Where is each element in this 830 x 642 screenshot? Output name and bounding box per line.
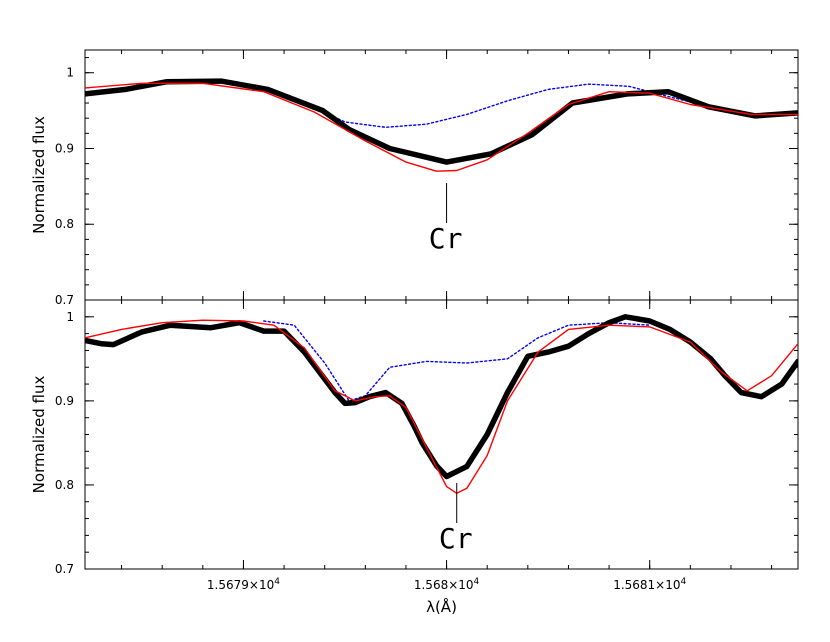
series-line-model-red: [85, 82, 798, 172]
panel-top: 1 0.9 0.8 0.7 Normalized flux Cr: [30, 49, 799, 307]
y-axis-label: Normalized flux: [30, 376, 48, 494]
y-tick-label: 0.9: [55, 394, 74, 408]
annotation-label: Cr: [439, 522, 473, 555]
plot-frame: [84, 49, 799, 301]
series-line-no-line-dotted-blue: [267, 83, 752, 129]
annotation-label: Cr: [429, 222, 463, 255]
x-tick-label: 1.568×104: [414, 577, 480, 592]
x-tick-label: 1.5681×104: [613, 577, 686, 592]
series-line-observed-thick-black: [85, 314, 798, 480]
series-line-model-red: [85, 319, 798, 494]
y-tick-label: 0.9: [55, 141, 74, 155]
series-line-no-line-dotted-blue: [263, 320, 651, 402]
y-tick-label: 1: [66, 66, 74, 80]
y-tick-label: 0.8: [55, 217, 74, 231]
series-line-observed-thick-black: [85, 78, 798, 165]
panel-bottom: 1 0.9 0.8 0.7 Normalized flux 1.5679×104 1.568…: [30, 299, 799, 616]
x-axis-label: λ(Å): [426, 597, 457, 616]
y-tick-label: 0.7: [55, 293, 74, 307]
y-axis-label: Normalized flux: [30, 116, 48, 234]
y-tick-label: 1: [66, 310, 74, 324]
y-tick-label: 0.8: [55, 478, 74, 492]
x-tick-label: 1.5679×104: [207, 577, 280, 592]
y-tick-label: 0.7: [55, 562, 74, 576]
